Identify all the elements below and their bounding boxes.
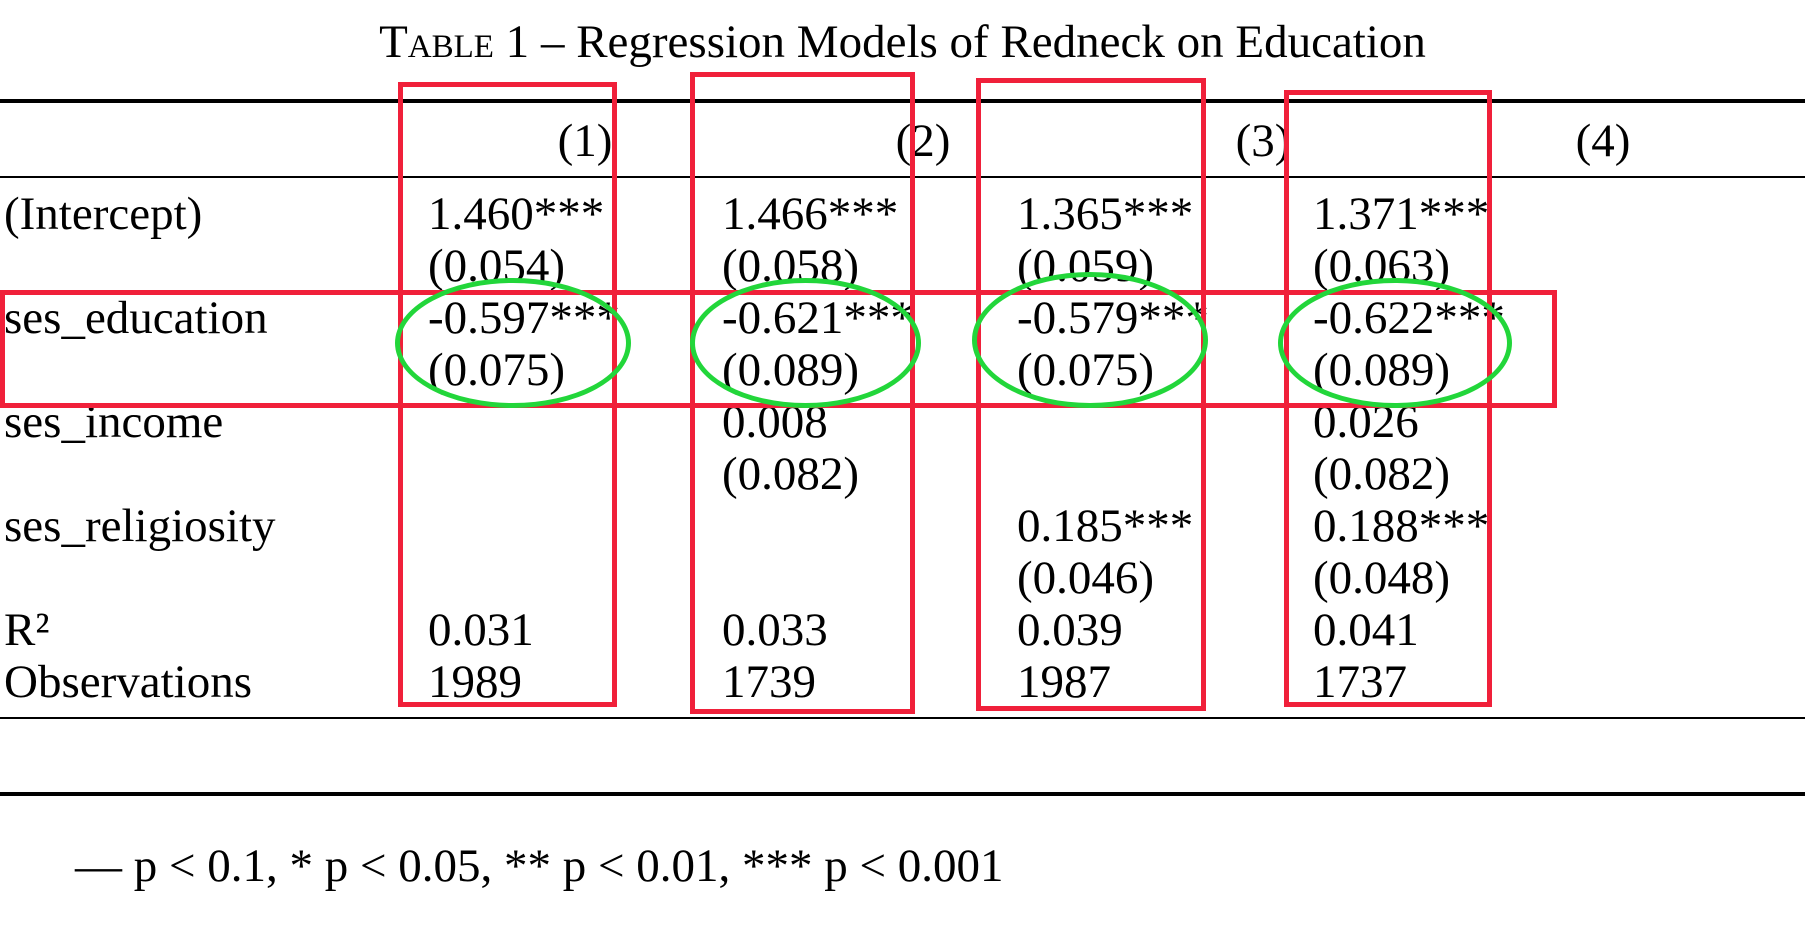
cell-r2-4: 0.041: [1313, 604, 1419, 656]
footnote-rule: [0, 792, 1805, 796]
column-header-3: (3): [1235, 115, 1291, 167]
cell-religiosity-coef-4: 0.188***: [1313, 500, 1490, 552]
table-label: Table 1: [379, 16, 530, 68]
cell-education-se-2: (0.089): [722, 344, 860, 396]
cell-religiosity-se-4: (0.048): [1313, 552, 1451, 604]
cell-intercept-se-2: (0.058): [722, 240, 860, 292]
cell-education-coef-3: -0.579***: [1017, 292, 1209, 344]
cell-religiosity-se-3: (0.046): [1017, 552, 1155, 604]
cell-education-coef-2: -0.621***: [722, 292, 914, 344]
cell-intercept-coef-1: 1.460***: [428, 188, 605, 240]
cell-intercept-coef-4: 1.371***: [1313, 188, 1490, 240]
cell-r2-2: 0.033: [722, 604, 828, 656]
cell-intercept-se-1: (0.054): [428, 240, 566, 292]
cell-income-se-2: (0.082): [722, 448, 860, 500]
cell-income-coef-4: 0.026: [1313, 396, 1419, 448]
cell-obs-2: 1739: [722, 656, 816, 708]
cell-religiosity-coef-3: 0.185***: [1017, 500, 1194, 552]
cell-obs-4: 1737: [1313, 656, 1407, 708]
row-label-ses-education: ses_education: [4, 292, 268, 344]
row-label-observations: Observations: [4, 656, 253, 708]
cell-r2-3: 0.039: [1017, 604, 1123, 656]
column-header-4: (4): [1575, 115, 1631, 167]
bottom-rule: [0, 717, 1805, 719]
cell-income-coef-2: 0.008: [722, 396, 828, 448]
cell-intercept-se-3: (0.059): [1017, 240, 1155, 292]
cell-obs-1: 1989: [428, 656, 522, 708]
cell-education-se-3: (0.075): [1017, 344, 1155, 396]
top-rule: [0, 99, 1805, 103]
cell-education-coef-1: -0.597***: [428, 292, 620, 344]
row-label-ses-income: ses_income: [4, 396, 224, 448]
cell-r2-1: 0.031: [428, 604, 534, 656]
row-label-ses-religiosity: ses_religiosity: [4, 500, 276, 552]
table-caption: Table 1 – Regression Models of Redneck o…: [0, 12, 1805, 72]
cell-intercept-coef-2: 1.466***: [722, 188, 899, 240]
row-label-r-squared: R²: [4, 604, 50, 656]
cell-obs-3: 1987: [1017, 656, 1111, 708]
cell-intercept-coef-3: 1.365***: [1017, 188, 1194, 240]
significance-footnote: — p < 0.1, * p < 0.05, ** p < 0.01, *** …: [75, 840, 1004, 892]
column-header-2: (2): [895, 115, 951, 167]
column-header-1: (1): [557, 115, 613, 167]
cell-education-coef-4: -0.622***: [1313, 292, 1505, 344]
header-rule: [0, 176, 1805, 178]
row-label-intercept: (Intercept): [4, 188, 203, 240]
cell-education-se-4: (0.089): [1313, 344, 1451, 396]
cell-income-se-4: (0.082): [1313, 448, 1451, 500]
table-title: – Regression Models of Redneck on Educat…: [540, 16, 1426, 68]
cell-intercept-se-4: (0.063): [1313, 240, 1451, 292]
cell-education-se-1: (0.075): [428, 344, 566, 396]
